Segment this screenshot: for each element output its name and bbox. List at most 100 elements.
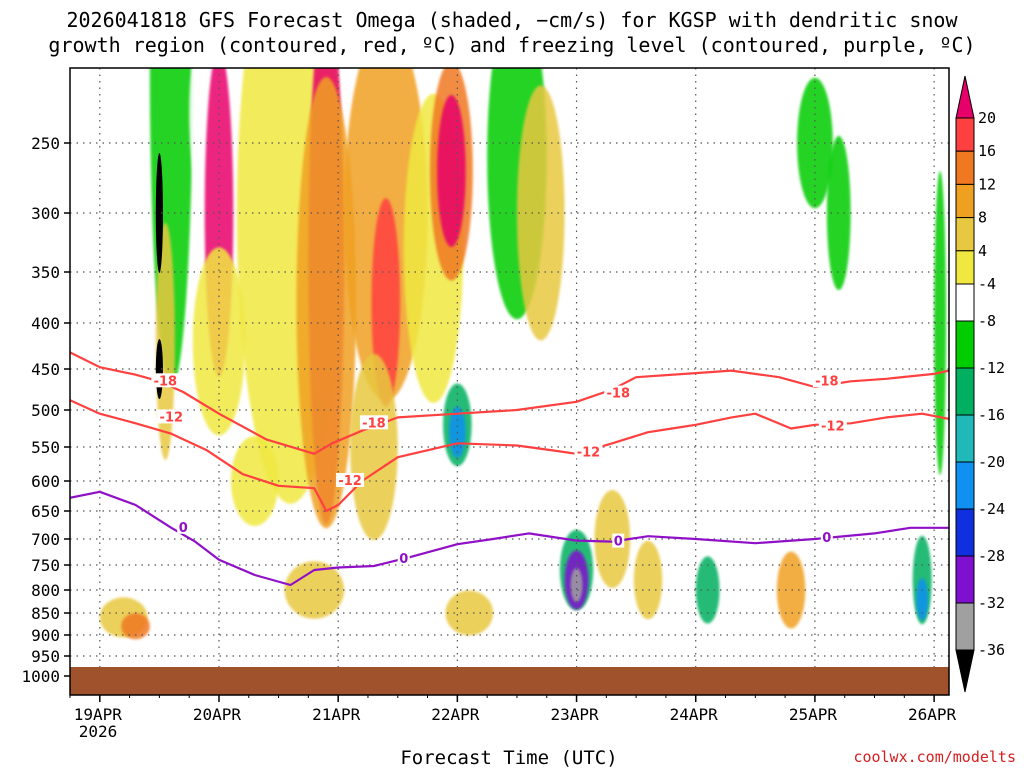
y-axis: 250 300 350 400 450 500 550 600 650 700 750 800 850 9… (21, 134, 70, 686)
x-axis-tick-label: 24APR (670, 705, 719, 724)
colorbar-swatch (955, 461, 975, 510)
omega-shading-layer (99, 68, 947, 640)
omega-shade-region (121, 613, 150, 640)
x-axis-tick-label: 23APR (550, 705, 599, 724)
y-axis-tick-label: 400 (31, 314, 60, 333)
colorbar-swatch (955, 250, 975, 285)
contour-label: -12 (338, 474, 362, 489)
omega-shade-region (230, 436, 279, 526)
credit-text: coolwx.com/modelts (853, 748, 1016, 766)
omega-shade-region (916, 578, 929, 621)
colorbar-swatch (955, 117, 975, 152)
y-axis-tick-label: 600 (31, 472, 60, 491)
y-axis-tick-label: 250 (31, 134, 60, 153)
colorbar-swatch (955, 283, 975, 322)
contour-line (70, 490, 949, 587)
plot-frame (69, 67, 950, 696)
colorbar-swatch (955, 367, 975, 416)
x-axis-tick-label: 26APR (908, 705, 957, 724)
contour-label-background (157, 409, 186, 424)
colorbar-swatch (955, 602, 975, 651)
colorbar-tick-label: -8 (978, 312, 996, 330)
omega-shade-region (570, 568, 583, 602)
omega-shade-region (284, 561, 345, 619)
x-axis-tick-label: 25APR (789, 705, 838, 724)
colorbar-tick-label: -4 (978, 275, 996, 293)
y-axis-tick-label: 500 (31, 401, 60, 420)
omega-shade-region (797, 77, 833, 209)
contour-label: -18 (607, 387, 631, 402)
colorbar: 20 16 12 8 4 -4 -8 -12 -16 -20 -24 -28 -32 -36 (955, 75, 1005, 693)
omega-shade-region (516, 85, 565, 341)
contour-label-background (574, 444, 603, 459)
contour-label: -12 (821, 419, 845, 434)
x-axis-year: 2026 (79, 722, 118, 741)
terrain-ground-band (70, 667, 949, 695)
colorbar-tick-label: 4 (978, 242, 987, 260)
colorbar-tick-label: -32 (978, 594, 1005, 612)
contour-label: -12 (160, 410, 184, 425)
omega-shade-region (350, 353, 398, 541)
contour-label: -18 (815, 374, 839, 389)
contour-label: 0 (399, 552, 408, 567)
colorbar-tick-label: -28 (978, 547, 1005, 565)
colorbar-swatch (955, 320, 975, 369)
chart-title-line1: 2026041818 GFS Forecast Omega (shaded, −… (66, 8, 958, 32)
y-axis-tick-label: 650 (31, 502, 60, 521)
contour-label: 0 (822, 531, 831, 546)
contour-label: 0 (614, 535, 623, 550)
x-axis-tick-label: 20APR (193, 705, 242, 724)
x-axis-title: Forecast Time (UTC) (400, 747, 617, 768)
contour-label-background (397, 550, 410, 565)
chart-title-line2: growth region (contoured, red, ºC) and f… (48, 33, 975, 57)
x-axis-tick-label: 21APR (312, 705, 361, 724)
colorbar-swatch (955, 183, 975, 219)
colorbar-tick-label: 8 (978, 209, 987, 227)
contour-label-background (818, 418, 847, 433)
omega-shade-region (776, 551, 806, 629)
colorbar-tick-label: -16 (978, 406, 1005, 424)
contour-label: -12 (577, 445, 601, 460)
colorbar-tick-label: -20 (978, 453, 1005, 471)
contour-layer: -18 -18 -18 -18 -12 -12 -12 -12 0 0 0 0 (70, 351, 949, 587)
contour-label-background (177, 519, 190, 534)
y-axis-tick-label: 850 (31, 604, 60, 623)
y-axis-tick-label: 700 (31, 530, 60, 549)
y-axis-tick-label: 800 (31, 581, 60, 600)
omega-shade-region (155, 153, 163, 273)
colorbar-extend-top (955, 75, 975, 119)
omega-shade-region (296, 77, 357, 529)
omega-shade-region (155, 222, 175, 461)
omega-shade-region (445, 590, 494, 636)
contour-label-background (336, 473, 365, 487)
contour-label-background (820, 529, 833, 544)
colorbar-tick-label: 12 (978, 175, 996, 193)
omega-shade-region (826, 135, 851, 291)
contour-label: -18 (154, 374, 178, 389)
x-axis-tick-label: 22APR (431, 705, 480, 724)
x-axis: 19APR 20APR 21APR 22APR 23APR 24APR 25APR 26APR (69, 695, 957, 724)
omega-shade-region (371, 198, 401, 407)
colorbar-tick-label: 20 (978, 109, 996, 127)
colorbar-tick-label: -24 (978, 500, 1005, 518)
colorbar-tick-label: -36 (978, 641, 1005, 659)
y-axis-tick-label: 750 (31, 556, 60, 575)
colorbar-tick-label: -12 (978, 359, 1005, 377)
colorbar-swatch (955, 508, 975, 557)
y-axis-tick-label: 1000 (21, 667, 60, 686)
y-axis-tick-label: 350 (31, 263, 60, 282)
contour-label-background (812, 373, 841, 388)
y-axis-tick-label: 550 (31, 438, 60, 457)
contour-label-background (612, 533, 625, 548)
colorbar-swatch (955, 217, 975, 252)
colorbar-tick-label: 16 (978, 142, 996, 160)
contour-line (70, 399, 949, 513)
y-axis-tick-label: 300 (31, 204, 60, 223)
y-axis-tick-label: 900 (31, 626, 60, 645)
y-axis-tick-label: 950 (31, 647, 60, 666)
contour-label-background (151, 373, 180, 388)
omega-shade-region (633, 540, 663, 620)
contour-label: 0 (179, 521, 188, 536)
x-axis-tick-label: 19APR (74, 705, 123, 724)
